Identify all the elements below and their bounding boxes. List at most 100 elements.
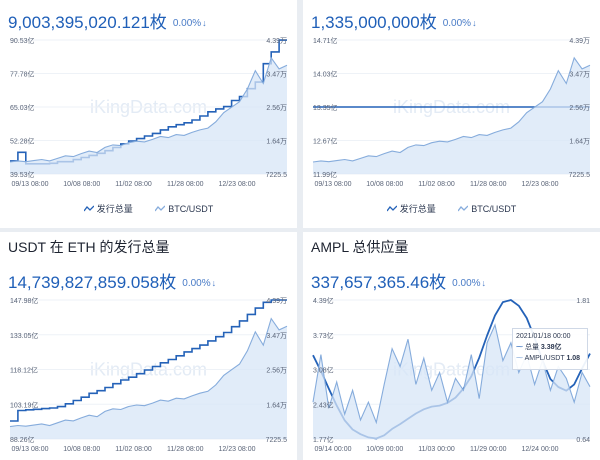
price-area — [10, 57, 287, 174]
price-line — [9, 317, 288, 428]
arrow-down-icon: ↓ — [202, 18, 207, 28]
legend-item-price[interactable]: BTC/USDT — [457, 204, 517, 214]
y-left-tick-label: 118.12亿 — [10, 366, 38, 375]
y-left-tick-label: 103.19亿 — [10, 400, 38, 409]
y-left-tick-label: 52.28亿 — [10, 137, 35, 146]
supply-price-chart[interactable]: iKingData.com147.98亿133.05亿118.12亿103.19… — [0, 294, 297, 459]
tooltip-label: 总量 — [524, 344, 539, 351]
y-right-tick-label: 7225.5 — [266, 172, 288, 179]
panel-title: USDT 在 ETH 的发行总量 — [8, 239, 170, 255]
chart-panel-1: 9,003,395,020.121枚 0.00%↓ iKingData.com 90… — [0, 0, 297, 228]
supply-line — [10, 299, 287, 422]
price-line — [9, 56, 288, 163]
x-tick-label: 10/08 08:00 — [63, 446, 100, 453]
x-tick-label: 11/03 00:00 — [418, 446, 455, 453]
price-line — [312, 56, 591, 163]
x-tick-label: 12/24 00:00 — [522, 446, 559, 453]
chart-tooltip: 2021/01/18 00:00 ⁓ 总量 3.38亿 ⁓ AMPL/USDT … — [512, 328, 588, 370]
y-right-tick-label: 0.64 — [576, 437, 590, 444]
supply-number: 14,739,827,859.058枚 — [8, 273, 177, 292]
y-right-tick-label: 7225.5 — [266, 437, 288, 444]
y-right-tick-label: 4.39万 — [266, 297, 287, 305]
change-percent: 0.00% — [452, 278, 481, 289]
x-tick-label: 11/02 08:00 — [115, 181, 152, 188]
legend-label: BTC/USDT — [471, 204, 517, 214]
supply-number: 9,003,395,020.121枚 — [8, 13, 167, 32]
line-icon — [386, 205, 398, 213]
y-left-tick-label: 65.03亿 — [10, 103, 35, 112]
y-left-tick-label: 2.43亿 — [313, 400, 334, 409]
y-left-tick-label: 77.78亿 — [10, 70, 35, 79]
y-right-tick-label: 1.64万 — [266, 138, 287, 146]
panel-title: AMPL 总供应量 — [311, 239, 409, 255]
supply-price-chart[interactable]: iKingData.com4.39亿3.73亿3.08亿2.43亿1.77亿1.… — [303, 294, 600, 459]
supply-number: 1,335,000,000枚 — [311, 13, 437, 32]
x-tick-label: 11/02 08:00 — [115, 446, 152, 453]
x-tick-label: 09/13 08:00 — [12, 181, 49, 188]
y-right-tick-label: 1.81 — [576, 298, 590, 305]
change-percent: 0.00% — [172, 18, 202, 29]
chart-panel-3: USDT 在 ETH 的发行总量 14,739,827,859.058枚 0.00… — [0, 232, 297, 460]
y-left-tick-label: 14.71亿 — [313, 36, 338, 45]
supply-value: 9,003,395,020.121枚 0.00%↓ — [8, 8, 207, 33]
line-icon — [83, 205, 95, 213]
x-tick-label: 12/23 08:00 — [522, 181, 559, 188]
y-right-tick-label: 4.39万 — [266, 37, 287, 45]
x-tick-label: 12/23 08:00 — [219, 446, 256, 453]
x-tick-label: 09/14 00:00 — [315, 446, 352, 453]
x-tick-label: 11/28 08:00 — [167, 446, 204, 453]
y-right-tick-label: 2.56万 — [569, 104, 590, 112]
price-area — [313, 57, 590, 174]
tooltip-label: AMPL/USDT — [524, 355, 565, 362]
y-left-tick-label: 147.98亿 — [10, 296, 38, 305]
y-right-tick-label: 3.47万 — [266, 71, 287, 79]
legend-item-price[interactable]: BTC/USDT — [154, 204, 214, 214]
arrow-down-icon: ↓ — [481, 278, 487, 288]
y-left-tick-label: 14.03亿 — [313, 70, 338, 79]
x-tick-label: 11/02 08:00 — [418, 181, 455, 188]
x-tick-label: 12/23 08:00 — [219, 181, 256, 188]
y-right-tick-label: 2.56万 — [266, 104, 287, 112]
arrow-down-icon: ↓ — [472, 18, 477, 28]
y-left-tick-label: 88.26亿 — [10, 435, 35, 444]
y-left-tick-label: 39.53亿 — [10, 170, 35, 179]
supply-number: 337,657,365.46枚 — [311, 273, 447, 292]
y-left-tick-label: 90.53亿 — [10, 36, 35, 45]
y-right-tick-label: 4.39万 — [569, 37, 590, 45]
y-left-tick-label: 133.05亿 — [10, 331, 38, 340]
y-right-tick-label: 7225.5 — [569, 172, 591, 179]
supply-price-chart[interactable]: iKingData.com90.53亿77.78亿65.03亿52.28亿39.… — [0, 34, 297, 194]
x-tick-label: 09/13 08:00 — [315, 181, 352, 188]
y-right-tick-label: 2.56万 — [266, 367, 287, 375]
x-tick-label: 10/09 00:00 — [366, 446, 403, 453]
y-left-tick-label: 4.39亿 — [313, 296, 334, 305]
tooltip-value: 1.08 — [566, 355, 581, 362]
tooltip-value: 3.38亿 — [540, 344, 562, 351]
line-icon — [457, 205, 469, 213]
price-area — [313, 324, 590, 439]
y-left-tick-label: 3.08亿 — [313, 366, 334, 375]
legend-label: BTC/USDT — [168, 204, 214, 214]
x-tick-label: 10/08 08:00 — [63, 181, 100, 188]
legend-item-supply[interactable]: 发行总量 — [386, 202, 436, 215]
change-badge: 0.00%↓ — [452, 278, 486, 289]
supply-value: 337,657,365.46枚 0.00%↓ — [311, 268, 486, 293]
supply-price-chart[interactable]: iKingData.com14.71亿14.03亿13.35亿12.67亿11.… — [303, 34, 600, 194]
x-tick-label: 09/13 08:00 — [12, 446, 49, 453]
change-percent: 0.00% — [442, 18, 472, 29]
chart-legend: 发行总量 BTC/USDT — [303, 202, 600, 215]
supply-value: 1,335,000,000枚 0.00%↓ — [311, 8, 477, 33]
line-icon — [154, 205, 166, 213]
x-tick-label: 11/28 08:00 — [167, 181, 204, 188]
y-right-tick-label: 1.64万 — [569, 138, 590, 146]
chart-panel-2: 1,335,000,000枚 0.00%↓ iKingData.com 14.71亿… — [303, 0, 600, 228]
y-right-tick-label: 3.47万 — [266, 332, 287, 340]
change-badge: 0.00%↓ — [182, 278, 216, 289]
change-badge: 0.00%↓ — [173, 18, 207, 29]
legend-item-supply[interactable]: 发行总量 — [83, 202, 133, 215]
legend-label: 发行总量 — [399, 204, 436, 214]
y-right-tick-label: 3.47万 — [569, 71, 590, 79]
x-tick-label: 11/28 08:00 — [470, 181, 507, 188]
supply-value: 14,739,827,859.058枚 0.00%↓ — [8, 268, 216, 293]
